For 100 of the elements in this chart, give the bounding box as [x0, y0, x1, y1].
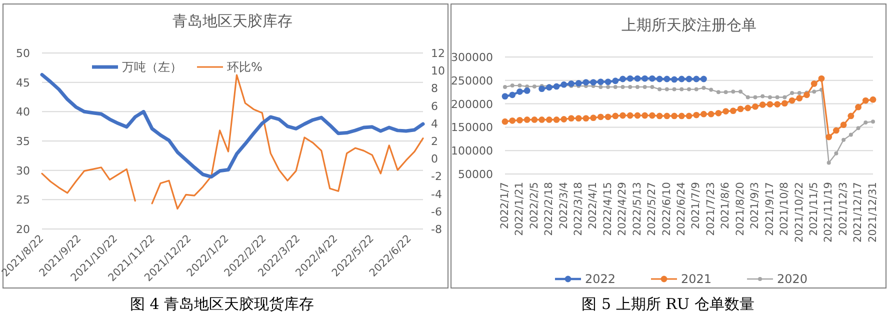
point: [759, 102, 766, 108]
point: [768, 95, 772, 100]
point: [812, 90, 816, 94]
y2-tick-label: -2: [431, 170, 442, 184]
point: [672, 87, 676, 92]
x-tick-label: 2021/7/9: [690, 182, 702, 230]
point: [826, 134, 832, 140]
x-tick-label: 2022/6/24: [676, 182, 688, 236]
point: [575, 115, 582, 122]
point: [788, 97, 796, 104]
point: [590, 79, 597, 86]
point: [626, 75, 634, 82]
point: [620, 84, 625, 89]
x-tick-label: 2021/12/31: [866, 182, 879, 243]
point: [790, 91, 794, 96]
point: [678, 76, 685, 82]
point: [700, 76, 707, 82]
point: [693, 112, 700, 118]
y2-tick-label: 2: [431, 135, 438, 148]
point: [604, 114, 612, 120]
point: [642, 84, 647, 89]
point: [715, 110, 722, 116]
y2-tick-label: 4: [431, 117, 438, 130]
point: [796, 94, 803, 102]
point: [628, 84, 632, 89]
point: [746, 95, 750, 100]
point: [597, 78, 604, 86]
point: [620, 112, 626, 119]
y-tick-label: 35: [16, 135, 30, 148]
point: [775, 95, 780, 100]
y-tick-label: 30: [16, 164, 30, 178]
point: [671, 112, 678, 120]
point: [797, 91, 802, 96]
x-tick-label: 2021/12/3: [837, 182, 850, 236]
point: [598, 84, 603, 89]
y-tick-label: 300000: [451, 51, 493, 64]
point: [871, 120, 875, 124]
x-tick-label: 2022/3/18: [572, 182, 584, 236]
y2-tick-label: 10: [431, 64, 445, 78]
x-tick-label: 2022/4/29: [616, 182, 629, 236]
point: [700, 110, 707, 118]
x-tick-label: 2022/4/15: [602, 182, 614, 236]
point: [613, 84, 618, 89]
point: [856, 126, 860, 130]
y-tick-label: 200000: [451, 98, 493, 111]
point: [656, 76, 663, 82]
x-tick-label: 2022/1/7: [498, 182, 511, 230]
point: [590, 114, 597, 122]
point: [774, 101, 781, 108]
point: [848, 132, 853, 137]
x-tick-label: 2021/9/17: [764, 182, 776, 236]
point: [694, 87, 698, 92]
point: [531, 116, 538, 123]
point: [612, 78, 619, 84]
point: [516, 88, 523, 95]
point: [680, 87, 684, 92]
point: [532, 84, 536, 88]
caption: 图 5 上期所 RU 仓单数量: [582, 295, 754, 313]
point: [642, 112, 648, 119]
point: [716, 90, 720, 94]
point: [848, 112, 854, 120]
point: [702, 86, 706, 90]
point: [635, 84, 640, 89]
point: [686, 76, 692, 82]
y-tick-label: 150000: [451, 121, 493, 134]
y2-tick-label: -4: [431, 188, 442, 201]
point: [582, 115, 590, 122]
point: [518, 84, 522, 88]
point: [730, 108, 736, 114]
point: [842, 138, 846, 142]
point: [744, 104, 752, 112]
point: [553, 116, 560, 123]
point: [604, 78, 612, 86]
point: [582, 79, 590, 86]
point: [693, 76, 700, 82]
point: [724, 90, 728, 94]
x-tick-label: 2021/10/8: [778, 182, 791, 236]
y-tick-label: 100000: [451, 144, 493, 158]
point: [752, 103, 758, 110]
x-tick-label: 2021/8/6: [720, 182, 732, 230]
point: [509, 92, 516, 98]
point: [731, 90, 736, 94]
x-tick-label: 2022/5/13: [631, 182, 644, 236]
x-tick-label: 2022/5/27: [646, 182, 658, 236]
y-tick-label: 20: [16, 223, 30, 236]
point: [656, 112, 663, 120]
point: [502, 93, 508, 100]
chart-title: 上期所天胶注册仓单: [622, 16, 756, 34]
y2-tick-label: 0: [431, 152, 438, 166]
point: [671, 76, 678, 83]
point: [664, 112, 670, 120]
point: [516, 116, 523, 124]
chart-title: 青岛地区天胶库存: [172, 12, 292, 30]
point: [510, 84, 514, 88]
point: [804, 92, 810, 98]
y-tick-label: 45: [16, 76, 30, 90]
point: [575, 80, 582, 86]
x-tick-label: 2022/2/18: [543, 182, 556, 236]
point: [568, 115, 574, 122]
point: [766, 101, 774, 108]
